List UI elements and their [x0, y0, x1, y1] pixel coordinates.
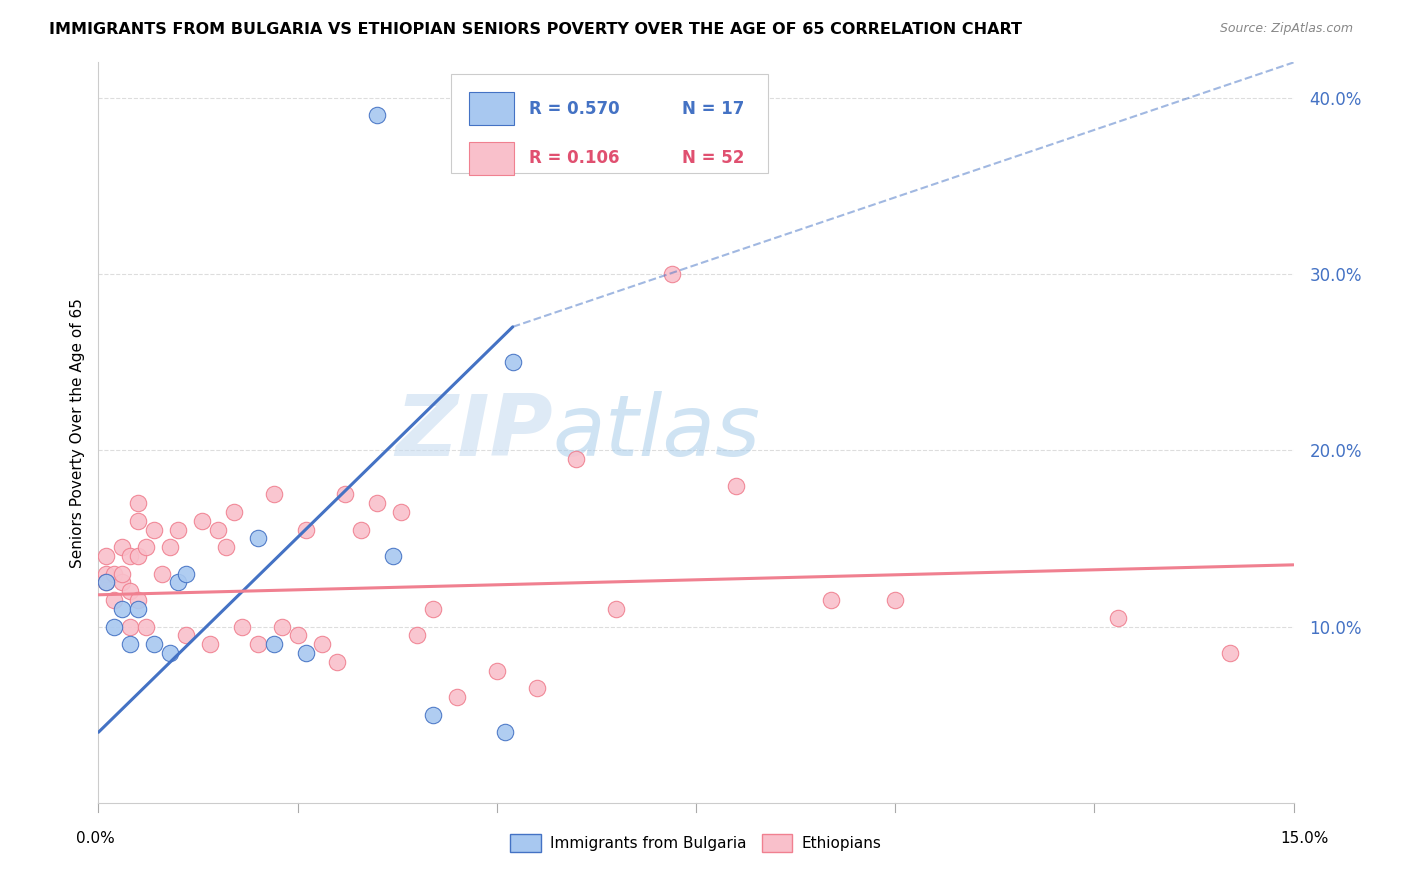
Point: [135, 619, 157, 633]
Text: Source: ZipAtlas.com: Source: ZipAtlas.com: [1219, 22, 1353, 36]
Point: [103, 593, 125, 607]
Point: [167, 575, 190, 590]
Point: [96, 566, 118, 581]
Point: [661, 267, 683, 281]
FancyBboxPatch shape: [470, 142, 515, 175]
Point: [167, 523, 190, 537]
Point: [159, 646, 181, 660]
Legend: Immigrants from Bulgaria, Ethiopians: Immigrants from Bulgaria, Ethiopians: [505, 829, 887, 858]
Point: [135, 540, 157, 554]
Point: [335, 487, 357, 501]
Text: 0.0%: 0.0%: [76, 831, 115, 846]
Point: [96, 575, 118, 590]
Point: [287, 628, 309, 642]
Point: [422, 707, 444, 722]
Point: [127, 602, 149, 616]
Point: [246, 637, 269, 651]
Text: atlas: atlas: [553, 391, 761, 475]
Text: R = 0.570: R = 0.570: [529, 100, 619, 118]
Point: [326, 655, 349, 669]
Point: [565, 452, 588, 467]
Point: [406, 628, 429, 642]
FancyBboxPatch shape: [470, 92, 515, 126]
Point: [382, 549, 405, 563]
Point: [207, 523, 229, 537]
Point: [111, 566, 134, 581]
Point: [143, 637, 166, 651]
Point: [103, 566, 125, 581]
Point: [150, 566, 173, 581]
Point: [159, 540, 181, 554]
Point: [494, 725, 516, 739]
Point: [127, 514, 149, 528]
Point: [446, 690, 468, 704]
Point: [526, 681, 548, 696]
Point: [120, 619, 142, 633]
Text: R = 0.106: R = 0.106: [529, 149, 619, 168]
Point: [111, 602, 134, 616]
Point: [366, 496, 388, 510]
Point: [422, 602, 444, 616]
Point: [366, 108, 388, 122]
Point: [605, 602, 627, 616]
Point: [215, 540, 238, 554]
Point: [389, 505, 412, 519]
Point: [263, 487, 285, 501]
Point: [350, 523, 373, 537]
Point: [120, 637, 142, 651]
Point: [485, 664, 508, 678]
Point: [120, 584, 142, 599]
Point: [96, 549, 118, 563]
Text: IMMIGRANTS FROM BULGARIA VS ETHIOPIAN SENIORS POVERTY OVER THE AGE OF 65 CORRELA: IMMIGRANTS FROM BULGARIA VS ETHIOPIAN SE…: [49, 22, 1022, 37]
Point: [191, 514, 214, 528]
Point: [311, 637, 333, 651]
Point: [127, 496, 149, 510]
Text: ZIP: ZIP: [395, 391, 553, 475]
Point: [294, 523, 316, 537]
Point: [294, 646, 316, 660]
Text: N = 52: N = 52: [682, 149, 744, 168]
Point: [143, 523, 166, 537]
Y-axis label: Seniors Poverty Over the Age of 65: Seniors Poverty Over the Age of 65: [69, 298, 84, 567]
FancyBboxPatch shape: [451, 73, 768, 173]
Point: [263, 637, 285, 651]
Point: [103, 619, 125, 633]
Point: [820, 593, 842, 607]
Text: 15.0%: 15.0%: [1281, 831, 1329, 846]
Point: [1219, 646, 1241, 660]
Point: [1107, 610, 1129, 624]
Point: [231, 619, 253, 633]
Point: [127, 593, 149, 607]
Point: [174, 628, 197, 642]
Point: [270, 619, 292, 633]
Point: [222, 505, 245, 519]
Point: [96, 575, 118, 590]
Point: [127, 549, 149, 563]
Point: [724, 478, 747, 492]
Text: N = 17: N = 17: [682, 100, 744, 118]
Point: [246, 532, 269, 546]
Point: [174, 566, 197, 581]
Point: [120, 549, 142, 563]
Point: [111, 540, 134, 554]
Point: [111, 575, 134, 590]
Point: [502, 355, 524, 369]
Point: [198, 637, 221, 651]
Point: [884, 593, 907, 607]
